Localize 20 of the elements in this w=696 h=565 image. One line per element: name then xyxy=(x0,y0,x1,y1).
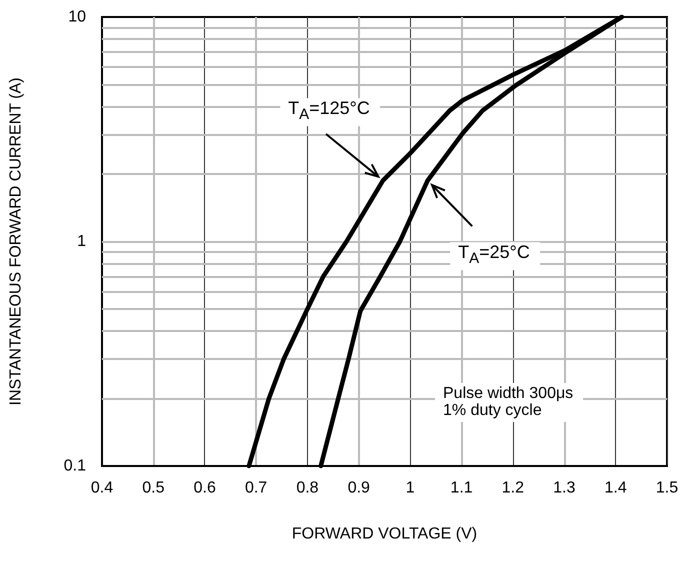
y-axis-title: INSTANTANEOUS FORWARD CURRENT (A) xyxy=(8,77,24,406)
y-tick-label: 1 xyxy=(77,233,86,250)
x-tick-label: 0.5 xyxy=(142,480,165,496)
x-tick-label: 1 xyxy=(406,480,415,496)
annotation: Pulse width 300μs 1% duty cycle xyxy=(435,383,584,422)
y-tick-label: 10 xyxy=(68,8,86,26)
x-tick-label: 1.1 xyxy=(450,480,473,496)
x-tick-label: 1.3 xyxy=(553,480,576,496)
x-tick-label: 0.9 xyxy=(348,480,370,496)
y-tick-label: 0.1 xyxy=(64,458,86,474)
annotation: T$_{A}$=125°C xyxy=(280,98,380,126)
x-axis-title: FORWARD VOLTAGE (V) xyxy=(292,526,478,542)
x-tick-label: 1.2 xyxy=(502,480,524,496)
x-tick-label: 0.8 xyxy=(296,480,319,496)
x-tick-label: 0.6 xyxy=(194,480,216,496)
annotation: T$_{A}$=25°C xyxy=(450,242,540,270)
x-tick-label: 0.7 xyxy=(244,480,268,496)
x-tick-label: 1.4 xyxy=(604,480,627,496)
x-tick-label: 0.4 xyxy=(90,480,114,496)
x-tick-label: 1.5 xyxy=(656,480,678,496)
